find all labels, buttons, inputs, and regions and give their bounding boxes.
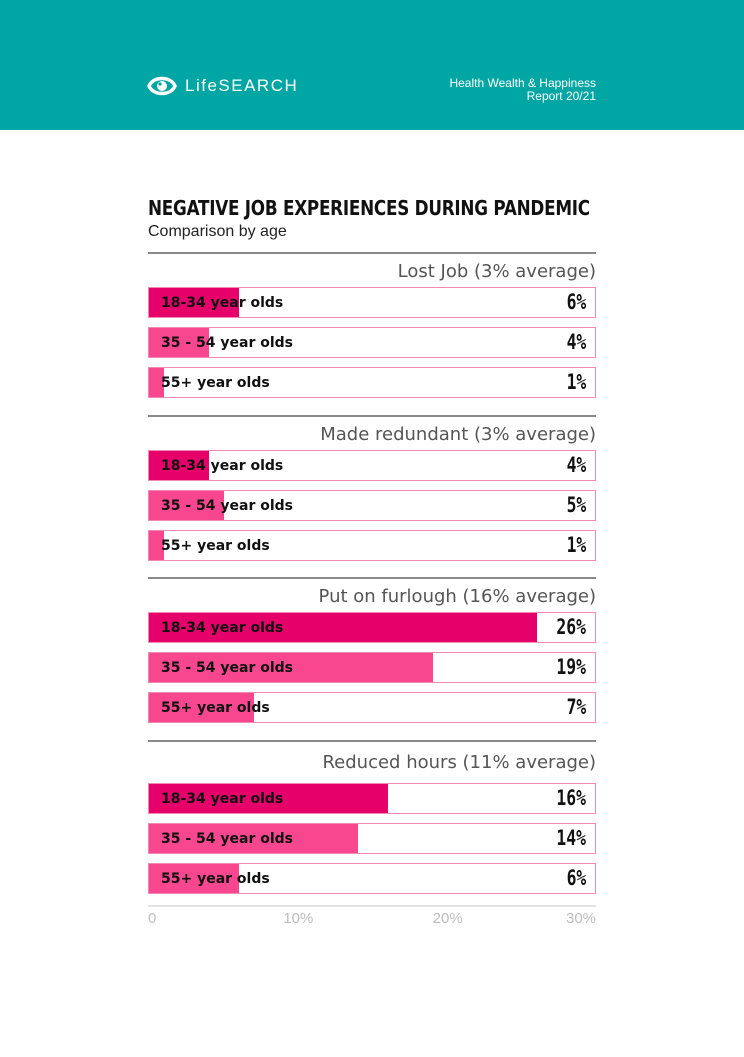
x-axis (148, 905, 596, 907)
x-tick-label: 30% (566, 910, 597, 927)
bar-label: 35 - 54 year olds (161, 498, 294, 514)
bar (149, 368, 164, 397)
bar-value-label: 1% (566, 370, 586, 394)
bar-row: 18-34 year olds 4% (148, 450, 596, 481)
bar-label: 35 - 54 year olds (161, 831, 294, 847)
bar-row: 35 - 54 year olds 14% (148, 823, 596, 854)
bar-row: 55+ year olds 7% (148, 692, 596, 723)
report-line-1: Health Wealth & Happiness (449, 76, 596, 90)
bar-row: 18-34 year olds 16% (148, 783, 596, 814)
bar-value-label: 26% (556, 615, 586, 639)
bar-label: 18-34 year olds (161, 458, 284, 474)
x-tick-label: 10% (283, 910, 314, 927)
bar-value-label: 4% (566, 453, 586, 477)
bar (149, 451, 209, 480)
bar-row: 55+ year olds 1% (148, 367, 596, 398)
bar-label: 35 - 54 year olds (161, 660, 294, 676)
bar-label: 55+ year olds (161, 538, 270, 554)
bar (149, 653, 433, 682)
bar-label: 55+ year olds (161, 375, 270, 391)
bar-row: 55+ year olds 6% (148, 863, 596, 894)
group-divider (148, 740, 596, 742)
header-banner: LifeSEARCH Health Wealth & Happiness Rep… (0, 0, 744, 130)
bar (149, 824, 359, 853)
bar (149, 864, 239, 893)
bar (149, 491, 224, 520)
bar-value-label: 19% (556, 655, 586, 679)
bar-row: 35 - 54 year olds 4% (148, 327, 596, 358)
bar-label: 55+ year olds (161, 871, 270, 887)
bar-row: 55+ year olds 1% (148, 530, 596, 561)
group-divider (148, 415, 596, 417)
bar (149, 784, 388, 813)
group-divider (148, 577, 596, 579)
bar-label: 55+ year olds (161, 700, 270, 716)
bar-row: 18-34 year olds 26% (148, 612, 596, 643)
bar-value-label: 5% (566, 493, 586, 517)
bar-label: 18-34 year olds (161, 620, 284, 636)
bar-label: 18-34 year olds (161, 295, 284, 311)
bar-value-label: 6% (566, 866, 586, 890)
brand-name: LifeSEARCH (185, 76, 299, 95)
group-title: Reduced hours (11% average) (322, 752, 596, 773)
x-tick-label: 0 (148, 910, 157, 927)
x-tick-label: 20% (432, 910, 463, 927)
bar-row: 35 - 54 year olds 5% (148, 490, 596, 521)
lifesearch-logo[interactable]: LifeSEARCH (147, 70, 322, 102)
bar (149, 328, 209, 357)
bar-row: 18-34 year olds 6% (148, 287, 596, 318)
bar-value-label: 6% (566, 290, 586, 314)
eye-logo-icon (147, 76, 177, 96)
chart-title: NEGATIVE JOB EXPERIENCES DURING PANDEMIC (148, 196, 590, 220)
bar-value-label: 1% (566, 533, 586, 557)
bar (149, 531, 164, 560)
bar (149, 693, 254, 722)
bar-value-label: 14% (556, 826, 586, 850)
bar-label: 18-34 year olds (161, 791, 284, 807)
bar-value-label: 16% (556, 786, 586, 810)
bar-value-label: 4% (566, 330, 586, 354)
group-divider (148, 252, 596, 254)
bar (149, 613, 538, 642)
group-title: Made redundant (3% average) (320, 424, 596, 445)
group-title: Put on furlough (16% average) (318, 586, 596, 607)
group-title: Lost Job (3% average) (397, 261, 596, 282)
chart-subtitle: Comparison by age (148, 223, 287, 240)
bar (149, 288, 239, 317)
bar-value-label: 7% (566, 695, 586, 719)
bar-row: 35 - 54 year olds 19% (148, 652, 596, 683)
bar-label: 35 - 54 year olds (161, 335, 294, 351)
report-line-2: Report 20/21 (526, 89, 596, 103)
report-title: Health Wealth & Happiness Report 20/21 (449, 77, 596, 103)
